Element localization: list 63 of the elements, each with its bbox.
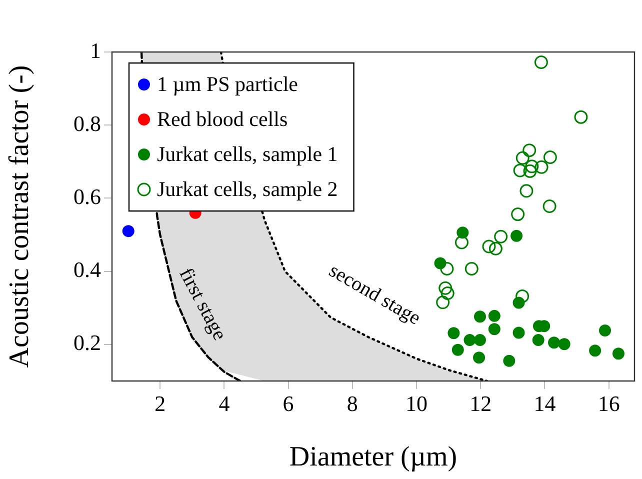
point bbox=[454, 236, 468, 250]
point bbox=[516, 151, 530, 165]
point bbox=[532, 334, 544, 346]
x-tick-label: 16 bbox=[598, 390, 620, 416]
point bbox=[464, 262, 478, 276]
y-axis-title: Acoustic contrast factor (-) bbox=[4, 65, 36, 368]
point bbox=[525, 160, 539, 174]
point bbox=[510, 230, 523, 242]
x-tick-label: 2 bbox=[154, 390, 166, 416]
point bbox=[513, 164, 527, 178]
point bbox=[440, 286, 454, 300]
point bbox=[574, 110, 588, 124]
y-tick-label: 0.4 bbox=[74, 257, 101, 282]
point bbox=[542, 200, 556, 214]
point bbox=[474, 310, 486, 323]
x-tick-label: 6 bbox=[282, 390, 294, 416]
point bbox=[599, 324, 612, 337]
annotation: first stage bbox=[174, 264, 231, 344]
point bbox=[523, 164, 537, 178]
point bbox=[494, 230, 508, 244]
point bbox=[543, 150, 557, 164]
point bbox=[534, 160, 548, 174]
x-tick-label: 8 bbox=[346, 390, 358, 416]
legend-label: Jurkat cells, sample 1 bbox=[157, 142, 338, 166]
point bbox=[589, 344, 602, 357]
point bbox=[548, 336, 560, 349]
point bbox=[464, 334, 476, 346]
point bbox=[440, 262, 454, 276]
point bbox=[122, 225, 134, 238]
point bbox=[534, 55, 548, 69]
point bbox=[488, 323, 500, 336]
point bbox=[438, 281, 452, 295]
point bbox=[516, 289, 530, 303]
point bbox=[503, 354, 516, 367]
legend-label: Jurkat cells, sample 2 bbox=[157, 177, 338, 202]
point bbox=[436, 296, 450, 310]
x-tick-label: 4 bbox=[218, 390, 230, 416]
point bbox=[522, 144, 536, 158]
point bbox=[473, 352, 486, 364]
point bbox=[488, 310, 500, 322]
point bbox=[612, 348, 624, 360]
point bbox=[474, 334, 486, 346]
point bbox=[434, 257, 446, 270]
point bbox=[512, 296, 525, 309]
y-tick-label: 0.2 bbox=[74, 330, 101, 356]
legend-label: Red blood cells bbox=[157, 107, 288, 132]
point bbox=[482, 240, 496, 254]
x-tick-label: 12 bbox=[470, 390, 492, 416]
point bbox=[488, 242, 502, 256]
point bbox=[558, 338, 570, 350]
point bbox=[452, 344, 464, 356]
point bbox=[512, 326, 525, 339]
y-tick-label: 1 bbox=[90, 38, 101, 63]
x-tick-label: 14 bbox=[534, 390, 556, 416]
y-tick-label: 0.8 bbox=[74, 110, 101, 136]
y-tick-label: 0.6 bbox=[74, 184, 101, 210]
point bbox=[520, 184, 534, 198]
point bbox=[448, 327, 460, 340]
point bbox=[511, 208, 525, 222]
x-tick-label: 10 bbox=[406, 390, 428, 416]
x-axis-title: Diameter (µm) bbox=[289, 442, 458, 473]
legend-label: 1 µm PS particle bbox=[157, 72, 298, 96]
point bbox=[456, 226, 469, 239]
